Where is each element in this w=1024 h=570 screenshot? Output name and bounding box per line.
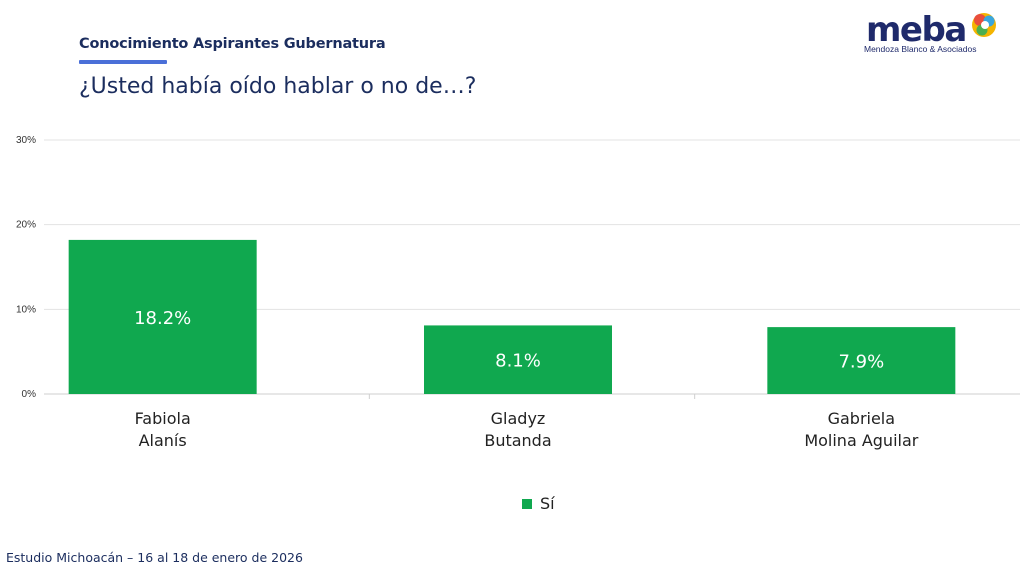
bar-chart: 0% 10% 20% 30% 18.2% Fabiola Alanís 8.1% Gladyz B… [16, 135, 1020, 450]
meba-logo: meba Mendoza Blanco & Asociados [862, 10, 1002, 56]
footer-note: Estudio Michoacán – 16 al 18 de enero de… [6, 550, 303, 565]
y-tick-label: 30% [16, 135, 36, 146]
question-text: ¿Usted había oído hablar o no de…? [79, 74, 477, 99]
section-title: Conocimiento Aspirantes Gubernatura [79, 36, 386, 52]
logo-word: meba [866, 10, 967, 50]
bar-value-label: 18.2% [134, 308, 191, 329]
y-tick-label: 10% [16, 304, 36, 315]
legend: Sí [522, 494, 555, 513]
bar [767, 327, 956, 394]
y-tick-label: 20% [16, 220, 36, 231]
y-tick-label: 0% [22, 389, 37, 400]
bar-value-label: 8.1% [495, 351, 541, 372]
category-label: Molina Aguilar [804, 431, 918, 450]
title-underline [79, 60, 167, 64]
category-label: Gabriela [828, 409, 895, 428]
bar-value-label: 7.9% [838, 352, 884, 373]
logo-subtitle: Mendoza Blanco & Asociados [864, 44, 977, 54]
legend-swatch [522, 498, 532, 509]
legend-label: Sí [540, 494, 555, 513]
category-label: Fabiola [135, 409, 191, 428]
bar [68, 239, 257, 394]
category-label: Gladyz [491, 409, 546, 428]
category-label: Alanís [139, 431, 187, 450]
bar [424, 325, 612, 394]
category-label: Butanda [484, 431, 551, 450]
colorful-circles-icon [972, 13, 996, 37]
